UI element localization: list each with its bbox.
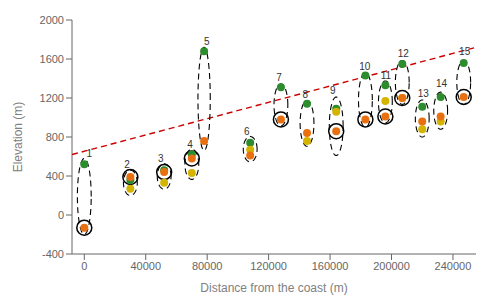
svg-text:4: 4 bbox=[187, 139, 193, 150]
svg-text:Distance from the coast (m): Distance from the coast (m) bbox=[200, 281, 347, 295]
svg-text:5: 5 bbox=[204, 36, 210, 47]
svg-text:0: 0 bbox=[81, 260, 87, 272]
svg-text:10: 10 bbox=[359, 61, 371, 72]
svg-text:1600: 1600 bbox=[40, 53, 64, 65]
svg-text:80000: 80000 bbox=[192, 260, 223, 272]
svg-text:0: 0 bbox=[58, 209, 64, 221]
svg-text:Elevation (m): Elevation (m) bbox=[11, 102, 25, 173]
svg-text:40000: 40000 bbox=[130, 260, 161, 272]
svg-text:400: 400 bbox=[46, 170, 64, 182]
svg-text:3: 3 bbox=[158, 153, 164, 164]
svg-text:14: 14 bbox=[436, 78, 448, 89]
svg-text:2000: 2000 bbox=[40, 14, 64, 26]
svg-text:-400: -400 bbox=[42, 248, 64, 260]
svg-text:6: 6 bbox=[244, 126, 250, 137]
svg-text:200000: 200000 bbox=[373, 260, 410, 272]
svg-text:160000: 160000 bbox=[312, 260, 349, 272]
svg-text:240000: 240000 bbox=[435, 260, 472, 272]
svg-text:8: 8 bbox=[302, 89, 308, 100]
svg-text:2: 2 bbox=[124, 159, 130, 170]
svg-text:1: 1 bbox=[87, 148, 93, 159]
svg-text:12: 12 bbox=[398, 48, 410, 59]
svg-text:11: 11 bbox=[381, 70, 392, 81]
svg-text:13: 13 bbox=[418, 88, 430, 99]
svg-text:1200: 1200 bbox=[40, 92, 64, 104]
svg-text:7: 7 bbox=[276, 72, 282, 83]
svg-text:120000: 120000 bbox=[250, 260, 287, 272]
svg-text:800: 800 bbox=[46, 131, 64, 143]
svg-text:15: 15 bbox=[459, 46, 471, 57]
svg-text:9: 9 bbox=[330, 85, 336, 96]
